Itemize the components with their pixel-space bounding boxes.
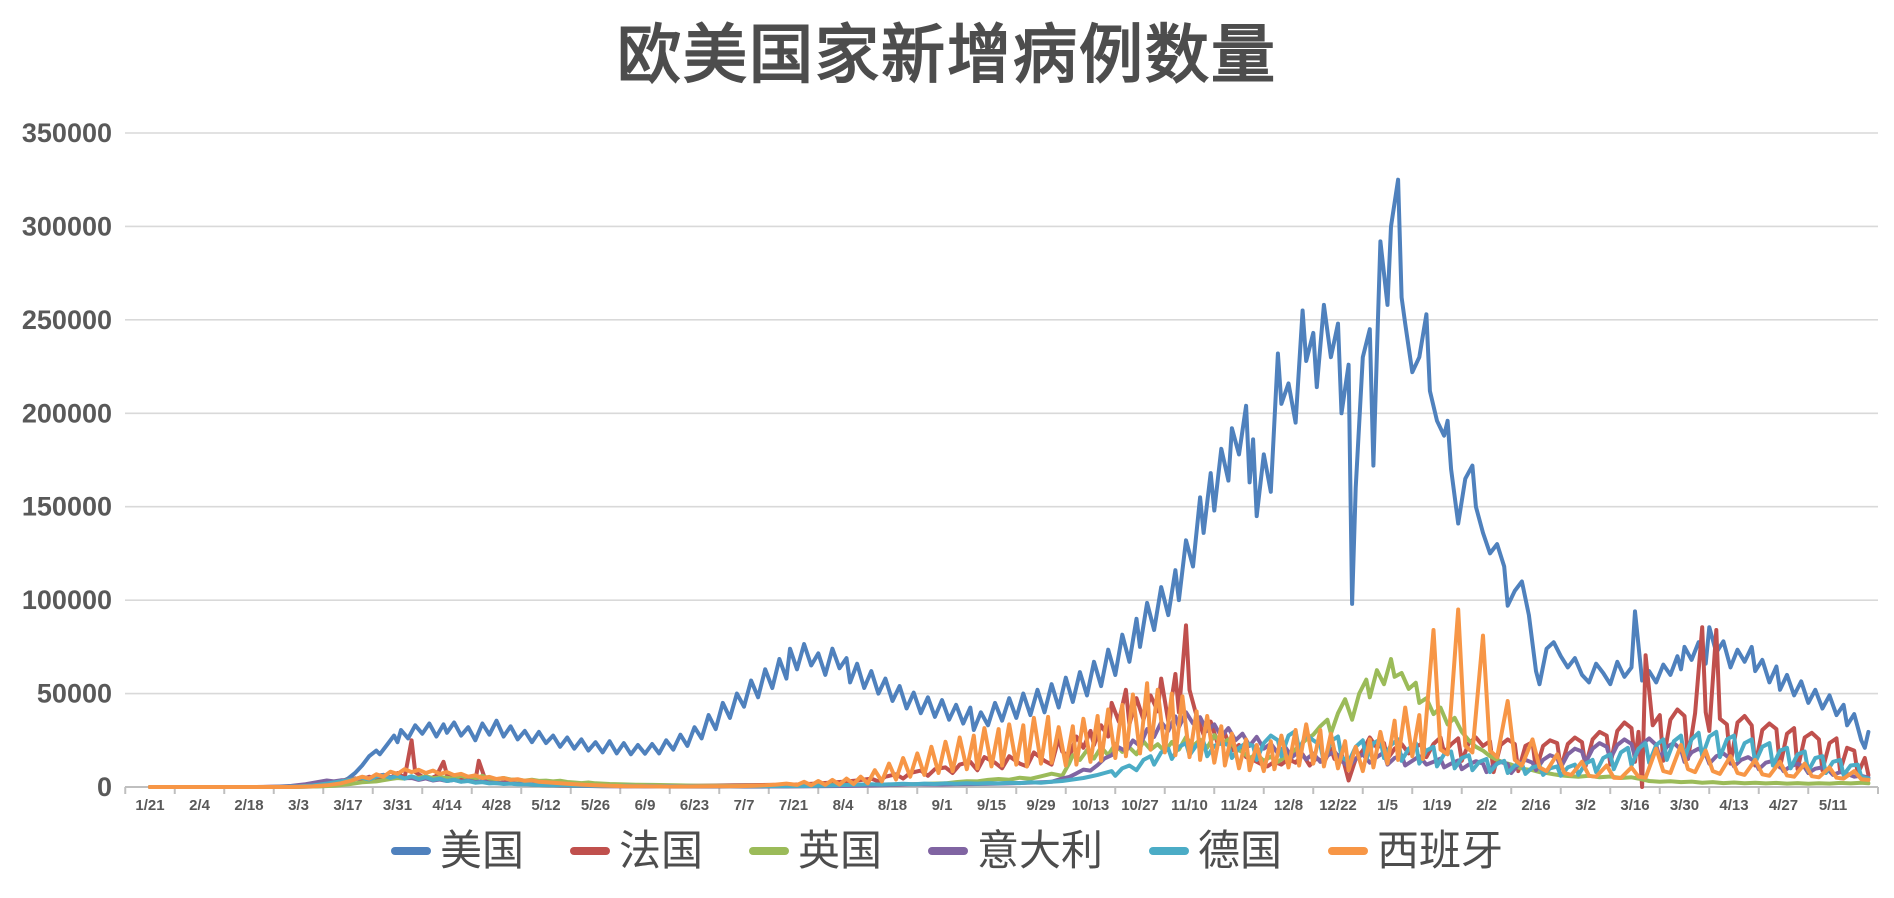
x-axis-label: 4/27 [1769, 797, 1798, 814]
x-axis-label: 11/24 [1221, 797, 1258, 814]
x-axis-label: 3/16 [1620, 797, 1649, 814]
x-axis-label: 2/18 [234, 797, 263, 814]
y-axis-label: 150000 [22, 492, 112, 522]
x-axis-label: 12/8 [1274, 797, 1303, 814]
legend-swatch-icon [1149, 847, 1190, 855]
x-axis-label: 5/11 [1819, 797, 1847, 814]
legend-label: 美国 [439, 826, 524, 875]
x-axis-label: 9/29 [1026, 797, 1055, 814]
x-axis-label: 3/30 [1670, 797, 1699, 814]
legend-swatch-icon [569, 847, 610, 855]
x-axis-label: 8/4 [833, 797, 855, 814]
x-axis-label: 5/12 [531, 797, 560, 814]
legend-label: 法国 [618, 826, 703, 875]
x-axis-label: 12/22 [1319, 797, 1357, 814]
x-axis-label: 2/2 [1476, 797, 1497, 814]
chart-legend: 美国 法国 英国 意大利 德国 西班牙 [0, 830, 1894, 872]
legend-label: 英国 [797, 826, 882, 875]
x-axis-label: 9/15 [977, 797, 1006, 814]
legend-item-5: 西班牙 [1328, 830, 1503, 872]
legend-label: 意大利 [977, 826, 1104, 875]
x-axis-label: 8/18 [878, 797, 907, 814]
legend-item-3: 意大利 [928, 830, 1103, 872]
x-axis-label: 1/21 [135, 797, 164, 814]
legend-label: 德国 [1198, 826, 1283, 875]
x-axis-label: 10/13 [1072, 797, 1110, 814]
x-axis-label: 2/4 [189, 797, 211, 814]
x-axis-label: 3/3 [288, 797, 309, 814]
legend-item-2: 英国 [748, 826, 882, 875]
y-axis-label: 100000 [22, 585, 112, 615]
x-axis-label: 10/27 [1121, 797, 1159, 814]
legend-swatch-icon [928, 847, 968, 855]
x-axis-label: 1/19 [1422, 797, 1451, 814]
x-axis-label: 3/17 [333, 797, 362, 814]
legend-item-0: 美国 [390, 826, 524, 875]
x-axis-label: 4/28 [482, 797, 511, 814]
legend-label: 西班牙 [1377, 826, 1504, 875]
x-axis-label: 7/21 [779, 797, 808, 814]
y-axis-label: 250000 [22, 305, 112, 335]
chart-title: 欧美国家新增病例数量 [617, 18, 1277, 93]
x-axis-label: 4/14 [432, 797, 462, 814]
x-axis-label: 6/23 [680, 797, 709, 814]
x-axis-label: 1/5 [1377, 797, 1398, 814]
series-line-5 [148, 607, 1871, 789]
legend-swatch-icon [748, 847, 789, 855]
x-axis-label: 11/10 [1171, 797, 1208, 814]
y-axis-label: 200000 [22, 398, 112, 428]
x-axis-label: 6/9 [635, 797, 656, 814]
legend-swatch-icon [390, 847, 431, 855]
legend-item-4: 德国 [1149, 830, 1282, 872]
y-axis-label: 0 [97, 772, 112, 802]
x-axis-label: 4/13 [1719, 797, 1748, 814]
series-line-0 [148, 177, 1871, 789]
x-axis-label: 7/7 [734, 797, 755, 814]
legend-swatch-icon [1328, 847, 1369, 855]
y-axis-label: 300000 [22, 211, 112, 241]
x-axis-label: 3/2 [1575, 797, 1596, 814]
legend-item-1: 法国 [569, 826, 703, 875]
x-axis-label: 2/16 [1521, 797, 1550, 814]
y-axis-label: 50000 [37, 679, 112, 709]
x-axis-label: 5/26 [581, 797, 610, 814]
x-axis-label: 9/1 [932, 797, 953, 814]
x-axis-label: 3/31 [383, 797, 412, 814]
y-axis-label: 350000 [22, 118, 112, 148]
